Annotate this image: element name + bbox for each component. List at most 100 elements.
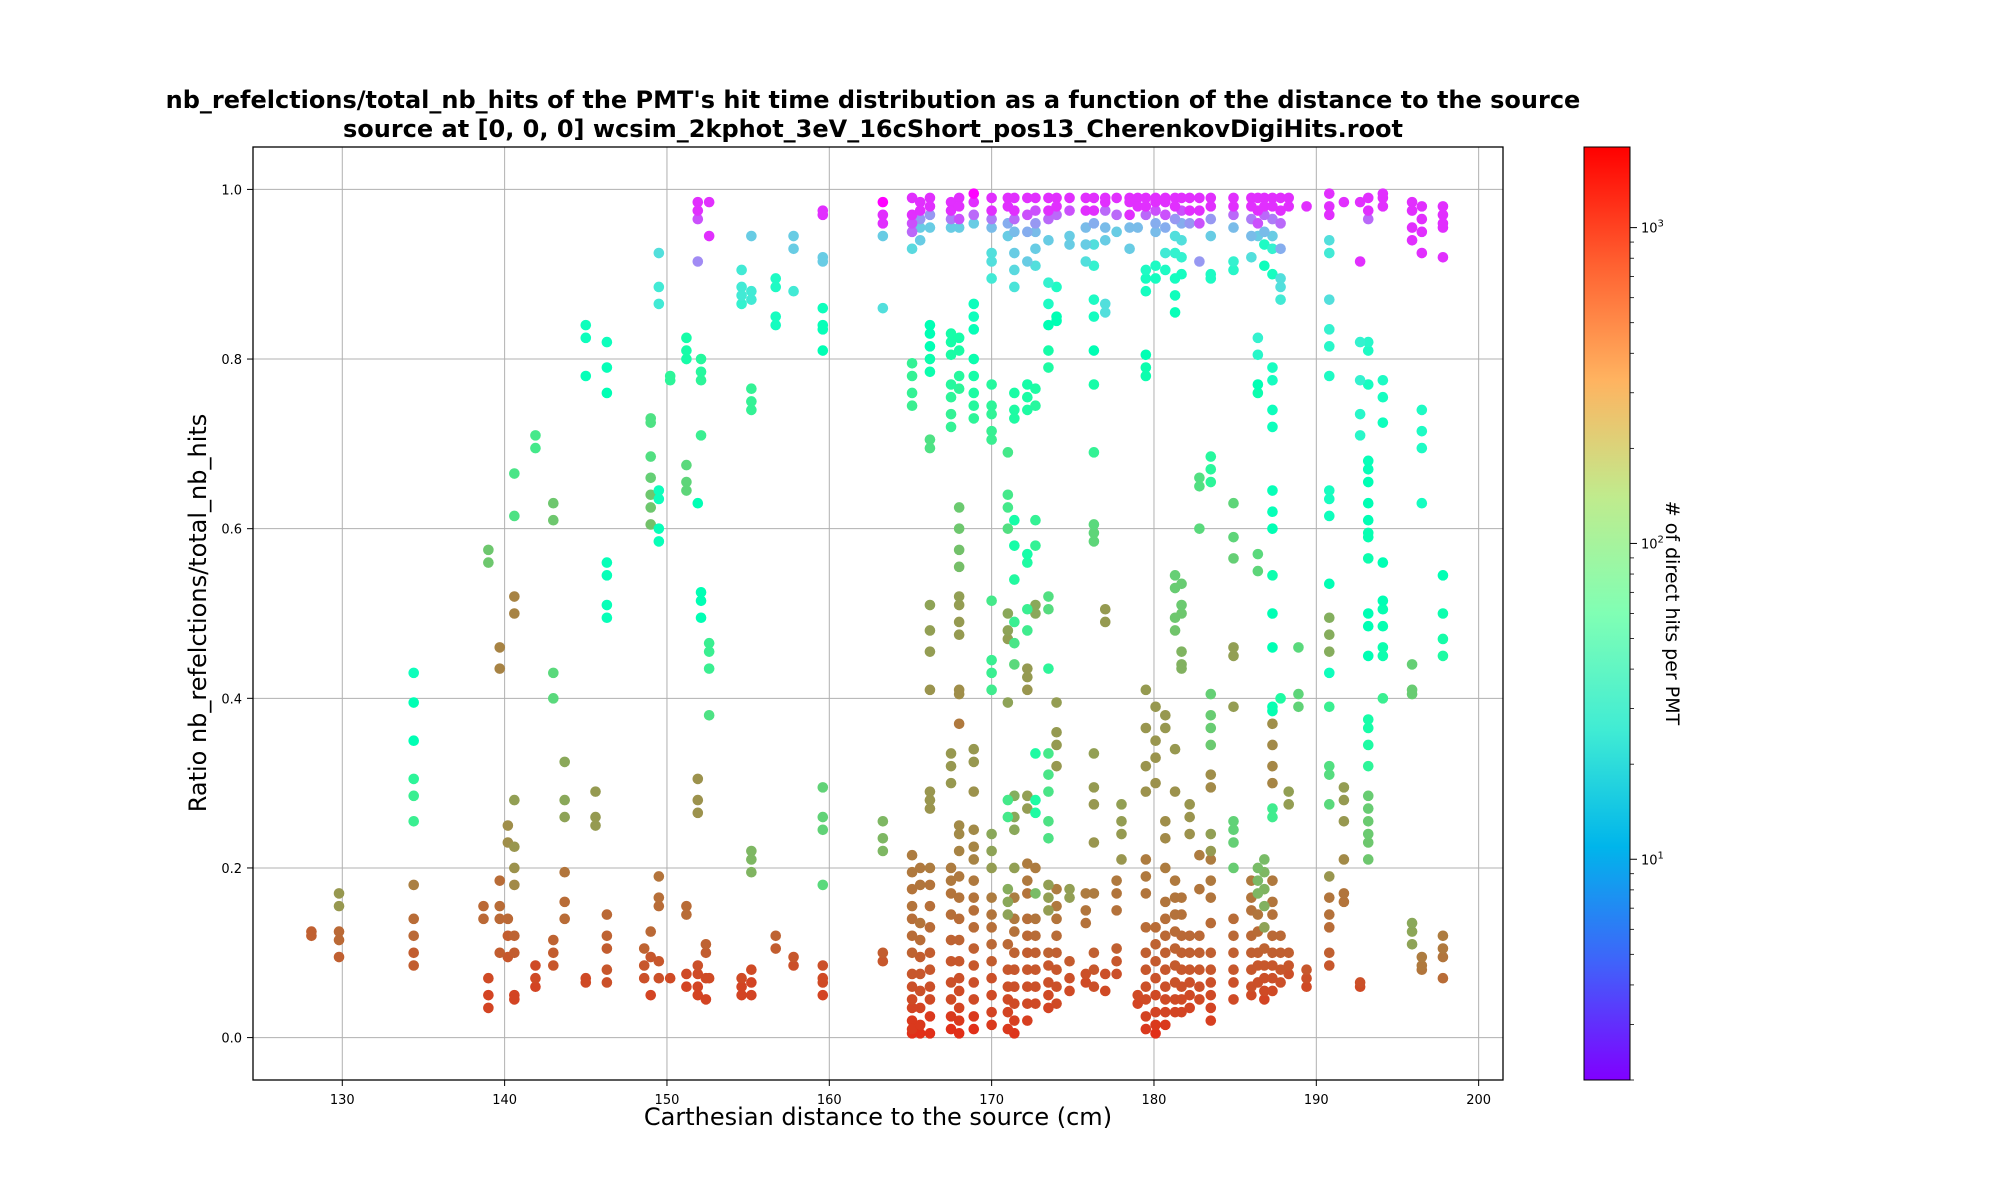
data-point — [945, 994, 957, 1005]
data-point — [1043, 362, 1054, 373]
data-point — [1377, 693, 1389, 704]
data-point — [1030, 514, 1041, 526]
data-point — [924, 786, 936, 797]
data-point — [1009, 824, 1020, 836]
data-point — [1252, 909, 1264, 920]
data-point — [1252, 218, 1264, 229]
data-point — [692, 256, 704, 267]
data-point — [1228, 816, 1239, 827]
data-point — [548, 693, 559, 704]
data-point — [986, 273, 997, 284]
data-point — [1267, 739, 1278, 751]
data-point — [530, 960, 541, 971]
data-point — [1043, 319, 1054, 331]
data-point — [333, 951, 345, 963]
data-point — [1051, 726, 1062, 738]
data-point — [645, 989, 657, 1001]
data-point — [1228, 701, 1239, 713]
data-point — [1051, 947, 1062, 959]
data-point — [746, 977, 757, 988]
data-point — [817, 302, 829, 314]
data-point — [924, 319, 936, 331]
data-point — [1022, 1015, 1033, 1026]
data-point — [1150, 1019, 1161, 1031]
data-point — [1362, 455, 1374, 467]
data-point — [1377, 192, 1389, 204]
data-point — [1194, 256, 1205, 267]
data-point — [924, 1028, 936, 1039]
data-point — [986, 1006, 997, 1018]
data-point — [1140, 888, 1152, 899]
data-point — [681, 353, 692, 365]
data-point — [1267, 896, 1278, 908]
data-point — [509, 468, 520, 479]
data-point — [1099, 985, 1111, 997]
data-point — [953, 913, 965, 925]
data-point — [788, 230, 799, 242]
data-point — [945, 888, 957, 899]
data-point — [1362, 608, 1374, 619]
data-point — [601, 930, 613, 942]
data-point — [1267, 972, 1278, 984]
data-point — [1140, 362, 1152, 373]
data-point — [1275, 964, 1286, 976]
data-point — [1030, 913, 1041, 925]
data-point — [653, 536, 665, 547]
data-point — [1259, 226, 1270, 238]
data-point — [1362, 854, 1374, 865]
data-point — [700, 947, 712, 959]
data-point — [681, 345, 692, 356]
data-point — [1124, 209, 1135, 221]
data-point — [1228, 862, 1239, 874]
data-point — [1043, 345, 1054, 356]
data-point — [1043, 663, 1054, 674]
data-point — [1150, 218, 1161, 229]
data-point — [408, 773, 420, 785]
data-point — [1088, 294, 1100, 305]
data-point — [1030, 400, 1041, 411]
data-point — [1362, 531, 1374, 543]
data-point — [1150, 260, 1161, 272]
x-axis-ticks: 130 140 150 160 170 180 190 200 — [330, 1080, 1491, 1108]
data-point — [746, 989, 757, 1001]
data-point — [1362, 213, 1374, 225]
data-point — [906, 913, 918, 925]
data-point — [1354, 430, 1366, 441]
data-point — [1293, 688, 1304, 700]
data-point — [703, 972, 715, 984]
data-point — [1043, 947, 1054, 959]
data-point — [1160, 209, 1171, 221]
data-point — [1301, 201, 1312, 212]
data-point — [1150, 777, 1161, 789]
data-point — [1259, 854, 1270, 865]
data-point — [986, 1019, 997, 1031]
data-point — [1030, 608, 1041, 619]
data-point — [986, 892, 997, 903]
data-point — [1323, 667, 1335, 679]
data-point — [333, 926, 345, 937]
data-point — [1437, 570, 1449, 581]
data-point — [1051, 760, 1062, 772]
data-point — [968, 943, 980, 954]
data-point — [1043, 298, 1054, 310]
data-point — [817, 782, 829, 793]
data-point — [601, 362, 613, 373]
data-point — [1267, 985, 1278, 997]
data-point — [1140, 1023, 1152, 1035]
data-point — [681, 476, 692, 488]
colorbar — [1583, 146, 1631, 1081]
data-point — [1160, 709, 1171, 721]
data-point — [1064, 192, 1075, 204]
data-point — [1228, 977, 1239, 988]
data-point — [692, 807, 704, 819]
data-point — [770, 930, 782, 942]
data-point — [1283, 960, 1295, 971]
data-point — [1064, 985, 1075, 997]
data-point — [1022, 947, 1033, 959]
data-point — [692, 960, 704, 971]
data-point — [1051, 964, 1062, 976]
data-point — [1080, 968, 1092, 980]
data-point — [1301, 964, 1312, 976]
data-point — [1051, 900, 1062, 912]
